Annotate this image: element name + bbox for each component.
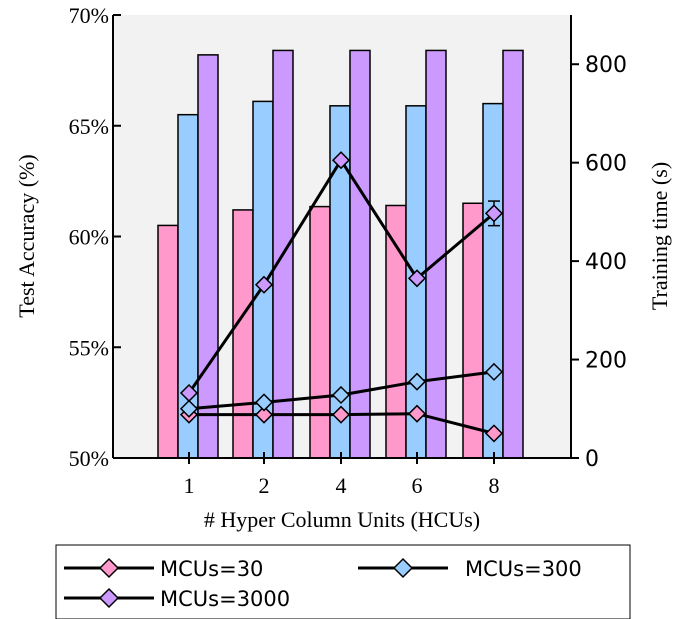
x-axis-label: # Hyper Column Units (HCUs) <box>204 507 480 532</box>
bar-mcus3000-hcu-8 <box>502 49 524 459</box>
bar-mcus3000-hcu-1 <box>197 54 219 459</box>
x-tick-label: 8 <box>489 473 500 498</box>
legend-label-mcus30: MCUs=30 <box>160 557 263 581</box>
marker-mcus3000-hcu-8 <box>484 204 504 223</box>
marker-mcus3000-hcu-1 <box>179 383 199 403</box>
marker-mcus3000-hcu-6 <box>407 269 427 288</box>
lines-layer <box>179 151 504 443</box>
bar-mcus30-hcu-4 <box>309 205 331 459</box>
y-right-tick-label: 400 <box>585 250 627 275</box>
marker-mcus300-hcu-4 <box>331 385 351 405</box>
marker-mcus300-hcu-1 <box>179 399 199 418</box>
y-right-tick-label: 800 <box>585 53 627 78</box>
x-tick-label: 4 <box>336 473 347 498</box>
bar-mcus30-hcu-8 <box>462 202 484 459</box>
y-left-tick-label: 60% <box>69 225 109 250</box>
x-tick-label: 1 <box>184 473 195 498</box>
legend: MCUs=30 MCUs=300 MCUs=3000 <box>55 544 631 619</box>
bar-mcus3000-hcu-6 <box>425 49 447 459</box>
x-tick-label: 2 <box>259 473 270 498</box>
marker-mcus30-hcu-2 <box>254 405 274 424</box>
marker-mcus3000-hcu-4 <box>331 151 351 170</box>
legend-label-mcus3000: MCUs=3000 <box>160 587 290 611</box>
marker-mcus300-hcu-6 <box>407 372 427 391</box>
y-right-tick-label: 600 <box>585 152 627 177</box>
marker-mcus300-hcu-2 <box>254 393 274 412</box>
y-left-tick-label: 55% <box>69 335 109 360</box>
y-right-tick-label: 200 <box>585 349 627 374</box>
legend-label-mcus300: MCUs=300 <box>465 557 582 581</box>
y-left-tick-label: 70% <box>69 3 109 28</box>
x-tick-label: 6 <box>412 473 423 498</box>
y-axis-left-label: Test Accuracy (%) <box>14 154 39 317</box>
y-right-tick-label: 0 <box>585 447 599 472</box>
legend-box <box>55 544 631 619</box>
marker-mcus30-hcu-6 <box>407 404 427 423</box>
y-axis-right-label: Training time (s) <box>647 162 672 310</box>
y-left-tick-label: 50% <box>69 446 109 471</box>
marker-mcus30-hcu-4 <box>331 405 351 424</box>
legend-marker-mcus300 <box>392 557 414 579</box>
marker-mcus3000-hcu-2 <box>254 275 274 294</box>
marker-mcus30-hcu-8 <box>484 424 504 443</box>
y-left-tick-label: 65% <box>69 114 109 139</box>
marker-mcus300-hcu-8 <box>484 362 504 381</box>
legend-marker-mcus30 <box>98 557 120 579</box>
bar-mcus30-hcu-2 <box>232 209 254 459</box>
legend-marker-mcus3000 <box>98 587 120 609</box>
bar-mcus300-hcu-8 <box>482 102 504 459</box>
bar-mcus3000-hcu-4 <box>349 49 371 459</box>
axes-layer: 50% 55% 60% 65% 70% 0 200 400 600 800 1 2 4 6 8 <box>69 3 627 498</box>
bar-mcus30-hcu-1 <box>157 224 179 459</box>
